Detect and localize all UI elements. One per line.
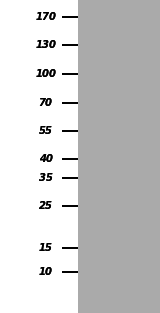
Bar [0, 0, 78, 313]
Bar [78, 0, 160, 313]
Text: 40: 40 [39, 154, 53, 164]
Text: 25: 25 [39, 201, 53, 211]
Text: 170: 170 [35, 12, 56, 22]
Text: 35: 35 [39, 173, 53, 183]
Text: 35: 35 [39, 173, 53, 183]
Text: 25: 25 [39, 201, 53, 211]
Text: 55: 55 [39, 126, 53, 136]
Text: 55: 55 [39, 126, 53, 136]
Text: 100: 100 [35, 69, 56, 79]
Text: 10: 10 [39, 267, 53, 277]
Text: 40: 40 [39, 154, 53, 164]
Text: 130: 130 [35, 40, 56, 50]
Text: 130: 130 [35, 40, 56, 50]
Text: 15: 15 [39, 243, 53, 253]
Text: 70: 70 [39, 98, 53, 108]
Text: 170: 170 [35, 12, 56, 22]
Text: 10: 10 [39, 267, 53, 277]
Text: 70: 70 [39, 98, 53, 108]
Bar [0, 0, 78, 313]
Text: 15: 15 [39, 243, 53, 253]
Text: 100: 100 [35, 69, 56, 79]
